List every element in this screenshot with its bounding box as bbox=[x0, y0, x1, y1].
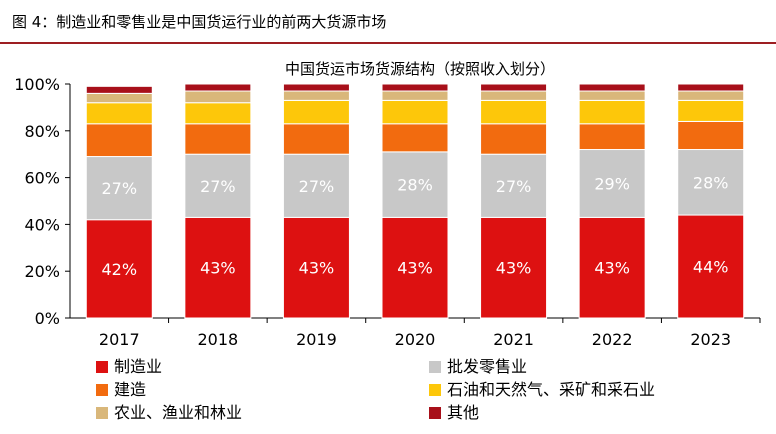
data-label: 27% bbox=[200, 177, 236, 196]
bar-segment bbox=[480, 123, 548, 155]
bar-segment bbox=[282, 216, 350, 319]
data-label: 27% bbox=[299, 177, 335, 196]
data-label: 42% bbox=[102, 260, 138, 279]
bar-segment bbox=[184, 123, 252, 155]
bar-segment bbox=[677, 83, 745, 92]
legend-swatch bbox=[429, 407, 441, 419]
bar-segment bbox=[184, 153, 252, 218]
x-tick-label: 2018 bbox=[197, 330, 238, 349]
data-label: 29% bbox=[594, 174, 630, 193]
data-label: 28% bbox=[693, 173, 729, 192]
bar-segment bbox=[85, 85, 153, 94]
bar-segment bbox=[282, 153, 350, 218]
bar-segment bbox=[578, 90, 646, 101]
bar-segment bbox=[282, 83, 350, 92]
bar-segment bbox=[578, 83, 646, 92]
x-tick-label: 2020 bbox=[395, 330, 436, 349]
x-tick-label: 2017 bbox=[99, 330, 140, 349]
legend-label: 其他 bbox=[447, 403, 480, 422]
bar-segment bbox=[381, 123, 449, 153]
bar-segment bbox=[184, 216, 252, 319]
data-label: 28% bbox=[397, 176, 433, 195]
data-label: 27% bbox=[102, 179, 138, 198]
bar-segment bbox=[677, 149, 745, 216]
bar-segment bbox=[677, 214, 745, 319]
bar-segment bbox=[184, 102, 252, 125]
x-tick-label: 2019 bbox=[296, 330, 337, 349]
bar-segment bbox=[381, 90, 449, 101]
data-label: 44% bbox=[693, 258, 729, 277]
legend-swatch bbox=[96, 361, 108, 373]
y-tick-label: 60% bbox=[24, 169, 60, 188]
legend-item: 石油和天然气、采矿和采石业 bbox=[429, 379, 655, 401]
bar-segment bbox=[381, 83, 449, 92]
y-tick-label: 0% bbox=[35, 309, 60, 328]
bar-segment bbox=[85, 123, 153, 158]
legend-swatch bbox=[429, 361, 441, 373]
bar-segment bbox=[480, 153, 548, 218]
bar-segment bbox=[184, 83, 252, 92]
data-label: 43% bbox=[496, 259, 532, 278]
legend-item: 制造业 bbox=[96, 356, 162, 378]
bar-segment bbox=[381, 151, 449, 218]
legend-label: 农业、渔业和林业 bbox=[114, 403, 243, 422]
data-label: 43% bbox=[299, 259, 335, 278]
legend-label: 制造业 bbox=[114, 357, 163, 376]
bar-segment bbox=[85, 102, 153, 125]
x-tick-label: 2022 bbox=[592, 330, 633, 349]
bar-segment bbox=[85, 92, 153, 104]
legend-swatch bbox=[429, 384, 441, 396]
bar-segment bbox=[480, 90, 548, 101]
legend-item: 农业、渔业和林业 bbox=[96, 402, 242, 424]
x-tick-label: 2023 bbox=[690, 330, 731, 349]
legend-label: 批发零售业 bbox=[447, 357, 528, 376]
stacked-bar-chart: 中国货运市场货源结构（按照收入划分） 0% 20% 40% 60% 80% 100% 201… bbox=[14, 60, 761, 349]
bar-segment bbox=[677, 90, 745, 101]
chart-title: 中国货运市场货源结构（按照收入划分） bbox=[285, 60, 555, 78]
data-label: 27% bbox=[496, 177, 532, 196]
bar-segment bbox=[677, 99, 745, 122]
data-label: 43% bbox=[200, 259, 236, 278]
y-tick-label: 20% bbox=[24, 262, 60, 281]
bar-segment bbox=[480, 216, 548, 319]
bar-segment bbox=[85, 156, 153, 221]
x-tick-label: 2021 bbox=[493, 330, 534, 349]
legend-swatch bbox=[96, 384, 108, 396]
bar-segment bbox=[480, 99, 548, 125]
bar-segment bbox=[480, 83, 548, 92]
bar-segment bbox=[578, 123, 646, 151]
bar-segment bbox=[381, 99, 449, 125]
bar-segment bbox=[282, 99, 350, 125]
figure-title: 图 4：制造业和零售业是中国货运行业的前两大货源市场 bbox=[12, 13, 387, 31]
bar-segment bbox=[85, 219, 153, 319]
legend-label: 建造 bbox=[114, 380, 147, 399]
legend-item: 其他 bbox=[429, 402, 479, 424]
data-label: 43% bbox=[397, 259, 433, 278]
legend-item: 建造 bbox=[96, 379, 146, 401]
legend-swatch bbox=[96, 407, 108, 419]
legend-item: 批发零售业 bbox=[429, 356, 527, 378]
bar-segment bbox=[578, 99, 646, 125]
y-tick-label: 40% bbox=[24, 215, 60, 234]
bar-segment bbox=[677, 120, 745, 151]
title-divider bbox=[0, 42, 776, 44]
y-tick-label: 100% bbox=[14, 75, 60, 94]
bar-segment bbox=[184, 90, 252, 104]
y-tick-label: 80% bbox=[24, 122, 60, 141]
legend-label: 石油和天然气、采矿和采石业 bbox=[447, 380, 656, 399]
bar-segment bbox=[282, 90, 350, 101]
bar-segment bbox=[578, 149, 646, 218]
bar-segment bbox=[282, 123, 350, 155]
data-label: 43% bbox=[594, 259, 630, 278]
